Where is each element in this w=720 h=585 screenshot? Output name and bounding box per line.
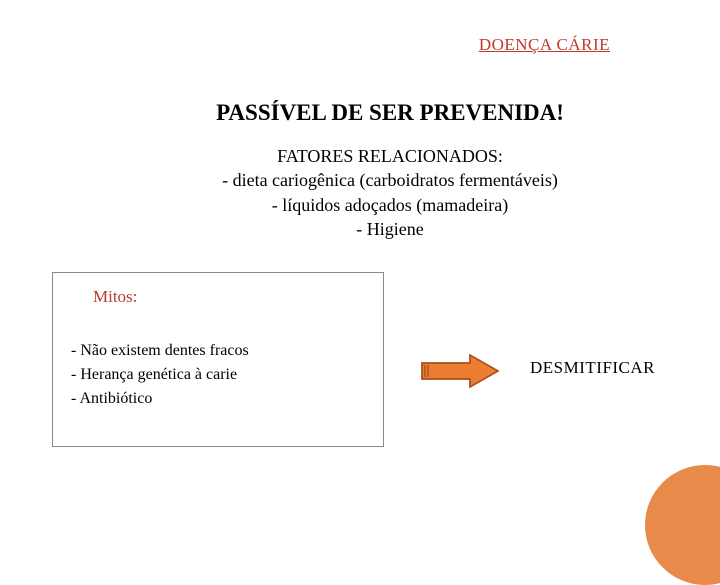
mitos-items: - Não existem dentes fracos - Herança ge… [71,339,365,411]
slide-title-small: DOENÇA CÁRIE [40,35,610,55]
mitos-item: - Não existem dentes fracos [71,339,365,363]
mitos-title: Mitos: [93,287,365,307]
factors-block: FATORES RELACIONADOS: - dieta cariogênic… [100,144,680,241]
circle-decoration [645,465,720,585]
factors-title: FATORES RELACIONADOS: [100,144,680,168]
headline: PASSÍVEL DE SER PREVENIDA! [100,100,680,126]
factors-item: - dieta cariogênica (carboidratos fermen… [100,168,680,192]
desmitificar-label: DESMITIFICAR [530,358,655,378]
factors-item: - líquidos adoçados (mamadeira) [100,193,680,217]
slide: DOENÇA CÁRIE PASSÍVEL DE SER PREVENIDA! … [0,0,720,540]
mitos-box: Mitos: - Não existem dentes fracos - Her… [52,272,384,447]
mitos-item: - Antibiótico [71,387,365,411]
factors-item: - Higiene [100,217,680,241]
arrow-shape [422,355,498,387]
arrow-icon [420,353,500,389]
mitos-item: - Herança genética à carie [71,363,365,387]
